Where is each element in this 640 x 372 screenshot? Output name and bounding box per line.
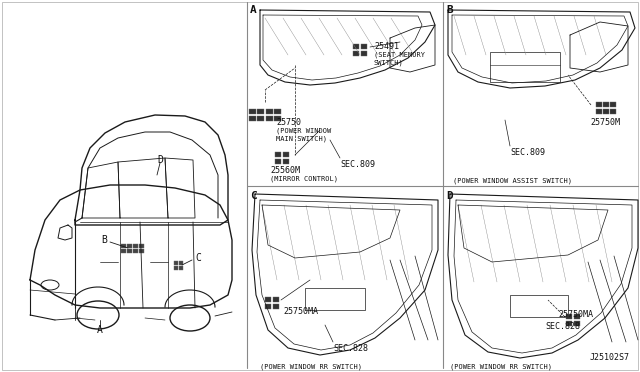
Bar xyxy=(179,266,182,269)
Bar xyxy=(566,321,572,326)
Text: 25750M: 25750M xyxy=(590,118,620,127)
Text: SEC.828: SEC.828 xyxy=(333,344,368,353)
Bar xyxy=(566,314,572,320)
Bar xyxy=(360,44,367,49)
Text: A: A xyxy=(97,325,103,335)
Bar xyxy=(273,297,278,302)
Text: SWITCH): SWITCH) xyxy=(374,59,404,65)
Bar xyxy=(132,244,138,247)
Bar xyxy=(510,295,568,317)
Text: 25750MA: 25750MA xyxy=(558,310,593,319)
Bar xyxy=(610,102,616,108)
Text: B: B xyxy=(446,5,452,15)
Bar xyxy=(283,158,289,164)
Bar xyxy=(127,244,131,247)
Bar xyxy=(179,260,182,264)
Text: SEC.828: SEC.828 xyxy=(545,322,580,331)
Text: D: D xyxy=(157,155,163,165)
Text: C: C xyxy=(250,191,257,201)
Text: 25560M: 25560M xyxy=(270,166,300,175)
Bar xyxy=(173,266,177,269)
Bar xyxy=(138,244,143,247)
Text: (MIRROR CONTROL): (MIRROR CONTROL) xyxy=(270,175,338,182)
Bar xyxy=(173,260,177,264)
Text: (SEAT MEMORY: (SEAT MEMORY xyxy=(374,51,425,58)
Bar xyxy=(573,321,580,326)
Bar xyxy=(353,44,360,49)
Text: J25102S7: J25102S7 xyxy=(590,353,630,362)
Text: 25491: 25491 xyxy=(374,42,399,51)
Bar xyxy=(120,248,125,253)
Bar xyxy=(353,51,360,55)
Bar xyxy=(266,116,273,121)
Bar xyxy=(132,248,138,253)
Bar xyxy=(127,248,131,253)
Bar xyxy=(249,116,256,121)
Text: (POWER WINDOW RR SWITCH): (POWER WINDOW RR SWITCH) xyxy=(260,363,362,369)
Bar xyxy=(603,102,609,108)
Bar xyxy=(266,304,271,309)
Bar xyxy=(257,109,264,114)
Bar xyxy=(138,248,143,253)
Text: (POWER WINDOW ASSIST SWITCH): (POWER WINDOW ASSIST SWITCH) xyxy=(453,178,572,185)
Text: MAIN SWITCH): MAIN SWITCH) xyxy=(276,135,327,141)
Bar xyxy=(275,153,282,157)
Text: D: D xyxy=(446,191,452,201)
Bar xyxy=(610,109,616,113)
Bar xyxy=(120,244,125,247)
Text: B: B xyxy=(101,235,107,245)
Text: 25750MA: 25750MA xyxy=(283,307,318,316)
Text: C: C xyxy=(195,253,201,263)
Bar xyxy=(273,304,278,309)
Bar xyxy=(305,288,365,310)
Bar xyxy=(275,158,282,164)
Text: A: A xyxy=(250,5,257,15)
Bar xyxy=(573,314,580,320)
Bar xyxy=(275,109,281,114)
Text: (POWER WINDOW RR SWITCH): (POWER WINDOW RR SWITCH) xyxy=(450,363,552,369)
Bar xyxy=(266,297,271,302)
Bar xyxy=(275,116,281,121)
Bar xyxy=(266,109,273,114)
Bar xyxy=(596,102,602,108)
Bar xyxy=(283,153,289,157)
Bar xyxy=(490,52,560,82)
Text: SEC.809: SEC.809 xyxy=(340,160,375,169)
Bar xyxy=(596,109,602,113)
Bar xyxy=(360,51,367,55)
Text: SEC.809: SEC.809 xyxy=(510,148,545,157)
Bar xyxy=(249,109,256,114)
Bar xyxy=(257,116,264,121)
Bar xyxy=(603,109,609,113)
Text: (POWER WINDOW: (POWER WINDOW xyxy=(276,127,332,134)
Text: 25750: 25750 xyxy=(276,118,301,127)
